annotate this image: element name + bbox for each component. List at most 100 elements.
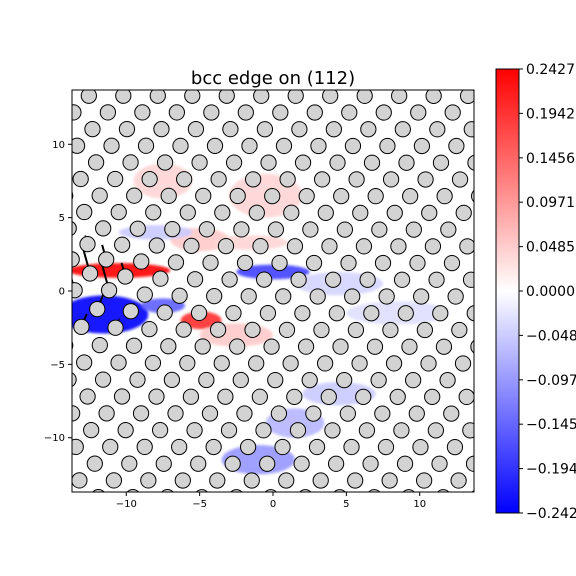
atom <box>405 221 422 238</box>
atom <box>156 154 174 171</box>
atom <box>343 438 360 456</box>
atom <box>463 121 474 138</box>
displacement-arrow <box>72 256 73 260</box>
atom <box>462 271 474 288</box>
atom <box>310 137 327 155</box>
atom <box>98 251 115 268</box>
colorbar-tick-label: 0.0000 <box>526 284 575 300</box>
atom <box>448 137 465 155</box>
atom <box>72 340 74 350</box>
colorbar-tick-label: 0.2427 <box>526 62 575 78</box>
atom <box>313 171 331 188</box>
atom <box>179 355 196 372</box>
atom <box>394 121 411 138</box>
atom <box>210 171 227 188</box>
atom <box>256 121 274 138</box>
atom <box>105 472 122 489</box>
atom <box>325 121 342 138</box>
atom <box>355 238 373 255</box>
y-tick-label: −5 <box>50 360 65 371</box>
atom <box>402 188 419 205</box>
atom <box>436 489 450 492</box>
atom <box>316 355 334 372</box>
displacement-arrow <box>493 298 495 301</box>
atom <box>73 318 90 335</box>
atom <box>363 305 380 322</box>
atom <box>287 90 304 104</box>
colorbar-tick-label: −0.2427 <box>526 506 576 522</box>
atom <box>279 171 296 188</box>
x-tick-label: 0 <box>270 499 276 510</box>
colorbar-tick-label: −0.0485 <box>526 328 576 344</box>
displacement-arrow <box>377 498 379 501</box>
atom <box>152 270 169 287</box>
atom <box>190 304 208 322</box>
atom <box>363 154 381 171</box>
atom <box>110 204 127 221</box>
atom <box>134 104 151 121</box>
atom <box>322 90 339 104</box>
atom <box>270 405 288 422</box>
displacement-arrow <box>57 97 59 100</box>
displacement-arrow <box>481 348 483 351</box>
atom <box>221 271 238 288</box>
atom <box>55 302 70 317</box>
atom <box>309 288 326 305</box>
atom <box>91 187 108 204</box>
atom <box>133 253 150 270</box>
atom <box>416 321 433 339</box>
atom <box>98 405 115 422</box>
atom <box>99 104 117 121</box>
displacement-arrow <box>67 498 69 501</box>
atom <box>259 305 277 322</box>
displacement-arrow <box>170 498 172 501</box>
atom <box>451 171 469 188</box>
atom <box>225 304 242 322</box>
atom <box>297 338 315 355</box>
atom <box>80 90 97 104</box>
atom <box>54 155 69 170</box>
colorbar-tick-label: 0.1942 <box>526 106 575 122</box>
atom <box>432 305 449 322</box>
atom <box>391 90 408 104</box>
atom <box>291 121 308 138</box>
atom <box>286 388 303 405</box>
displacement-arrow <box>69 377 70 379</box>
atom <box>336 221 353 238</box>
atom <box>72 282 83 299</box>
atom <box>455 204 472 222</box>
atom <box>255 422 272 439</box>
atom <box>125 337 143 354</box>
atom <box>393 422 410 439</box>
atom <box>263 338 280 355</box>
atom <box>274 438 291 456</box>
atom <box>305 405 322 422</box>
atom <box>443 405 460 422</box>
displacement-arrow <box>65 340 67 346</box>
atom <box>293 455 310 472</box>
atom <box>241 137 258 155</box>
atom <box>360 121 377 138</box>
atom <box>83 421 100 439</box>
atom <box>195 489 209 492</box>
atom <box>356 90 373 104</box>
x-tick-label: −5 <box>192 499 207 510</box>
atom <box>389 388 406 406</box>
atom <box>402 489 415 492</box>
chart-title: bcc edge on (112) <box>191 68 355 89</box>
atom <box>333 188 350 205</box>
atom <box>171 287 188 304</box>
atom <box>217 388 234 405</box>
atom <box>436 188 453 205</box>
atom <box>172 137 189 154</box>
colorbar-gradient <box>495 68 520 514</box>
atom <box>475 222 490 237</box>
atom <box>186 422 203 439</box>
atom <box>478 406 493 421</box>
atom <box>252 238 269 255</box>
atom <box>171 438 188 456</box>
displacement-arrow <box>308 498 310 501</box>
atom <box>435 338 453 355</box>
atom <box>294 305 311 322</box>
